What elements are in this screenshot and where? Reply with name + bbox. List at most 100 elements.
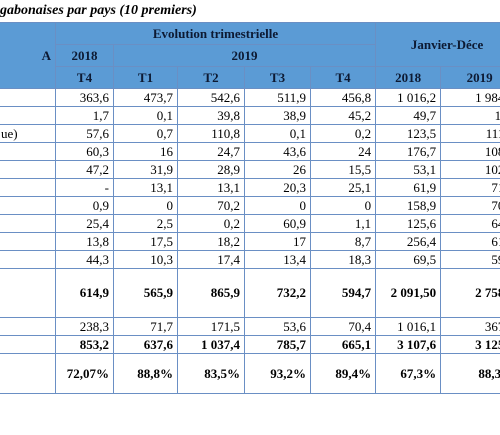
- table-cell: 256,4: [375, 232, 442, 251]
- table-cell: 3 107,6: [375, 335, 442, 354]
- table-cell: 44,3: [55, 250, 114, 269]
- row-label: [0, 250, 56, 269]
- table-cell: 111,8: [440, 124, 500, 143]
- table-cell: 0,2: [309, 124, 377, 143]
- row-label: [0, 196, 56, 215]
- header-cell: Evolution trimestrielle: [54, 22, 377, 45]
- row-label: [0, 214, 56, 233]
- table-cell: 125,6: [375, 214, 442, 233]
- table-cell: 93,2%: [244, 353, 311, 394]
- table-cell: 28,9: [177, 160, 245, 179]
- table-cell: 8,7: [309, 232, 377, 251]
- table-cell: 13,8: [55, 232, 114, 251]
- table-cell: 61,9: [375, 178, 442, 197]
- table-cell: 20,3: [244, 178, 311, 197]
- header-cell: 2019: [112, 44, 377, 67]
- table-cell: 70,3: [440, 196, 500, 215]
- header-cell: 2018: [55, 44, 114, 67]
- table-cell: 67,3%: [375, 353, 442, 394]
- table-cell: 17: [244, 232, 311, 251]
- table-cell: 732,2: [244, 268, 311, 318]
- table-cell: 1 984,9: [440, 88, 500, 107]
- table-cell: 665,1: [309, 335, 377, 354]
- table-cell: 0: [309, 196, 377, 215]
- table-cell: 24,7: [177, 142, 245, 161]
- table-cell: 473,7: [113, 88, 178, 107]
- table-cell: 88,8%: [113, 353, 178, 394]
- table-cell: 367,2: [440, 317, 500, 336]
- row-label: [0, 160, 56, 179]
- row-label: [0, 142, 56, 161]
- table-cell: 60,9: [244, 214, 311, 233]
- table-cell: 60,3: [55, 142, 114, 161]
- table-cell: 17,4: [177, 250, 245, 269]
- row-label: [0, 178, 56, 197]
- table-cell: 176,7: [375, 142, 442, 161]
- table-cell: 614,9: [55, 268, 114, 318]
- table-cell: 158,9: [375, 196, 442, 215]
- table-row: 44,310,317,413,418,369,559,4: [0, 250, 500, 269]
- table-cell: 594,7: [309, 268, 377, 318]
- header-cell: T4: [55, 66, 114, 89]
- table-head: A Evolution trimestrielle Janvier-Déce 2…: [0, 22, 500, 89]
- table-title: gabonaises par pays (10 premiers): [0, 3, 197, 18]
- table-cell: 0: [244, 196, 311, 215]
- table-cell: 88,3%: [440, 353, 500, 394]
- header-cell: Janvier-Déce: [375, 22, 500, 67]
- table-cell: 18,2: [177, 232, 245, 251]
- table-cell: 13,1: [177, 178, 245, 197]
- table-cell: 0: [113, 196, 178, 215]
- header-cell: T3: [244, 66, 311, 89]
- table-cell: 2,5: [113, 214, 178, 233]
- table-cell: 456,8: [309, 88, 377, 107]
- table-cell: 59,4: [440, 250, 500, 269]
- table-cell: 71,6: [440, 178, 500, 197]
- table-cell: 47,2: [55, 160, 114, 179]
- table-cell: 171,5: [177, 317, 245, 336]
- table-cell: 72,07%: [55, 353, 114, 394]
- table-cell: 45,2: [309, 106, 377, 125]
- header-cell: 2018: [375, 66, 442, 89]
- table-cell: 110,8: [177, 124, 245, 143]
- table-row: 1,70,139,838,945,249,7124: [0, 106, 500, 125]
- table-cell: 26: [244, 160, 311, 179]
- table-cell: 238,3: [55, 317, 114, 336]
- table-cell: 89,4%: [309, 353, 377, 394]
- table-cell: 13,4: [244, 250, 311, 269]
- table-row: 72,07%88,8%83,5%93,2%89,4%67,3%88,3%: [0, 353, 500, 394]
- data-table: A Evolution trimestrielle Janvier-Déce 2…: [0, 22, 500, 394]
- table-cell: 25,4: [55, 214, 114, 233]
- header-cell: T4: [309, 66, 377, 89]
- table-cell: -: [55, 178, 114, 197]
- table-cell: 70,4: [309, 317, 377, 336]
- row-label: [0, 317, 56, 336]
- table-cell: 38,9: [244, 106, 311, 125]
- header-cell: A: [0, 22, 56, 89]
- table-cell: 13,1: [113, 178, 178, 197]
- table-cell: 70,2: [177, 196, 245, 215]
- table-cell: 108,4: [440, 142, 500, 161]
- row-label: [0, 106, 56, 125]
- table-cell: 10,3: [113, 250, 178, 269]
- table-cell: 17,5: [113, 232, 178, 251]
- table-cell: 637,6: [113, 335, 178, 354]
- header-cell: T1: [113, 66, 178, 89]
- table-cell: 25,1: [309, 178, 377, 197]
- table-cell: 53,1: [375, 160, 442, 179]
- table-cell: 1 037,4: [177, 335, 245, 354]
- table-cell: 0,1: [113, 106, 178, 125]
- row-label: [0, 335, 56, 354]
- table-row: -13,113,120,325,161,971,6: [0, 178, 500, 197]
- row-label: [0, 268, 56, 318]
- table-cell: 565,9: [113, 268, 178, 318]
- table-cell: 542,6: [177, 88, 245, 107]
